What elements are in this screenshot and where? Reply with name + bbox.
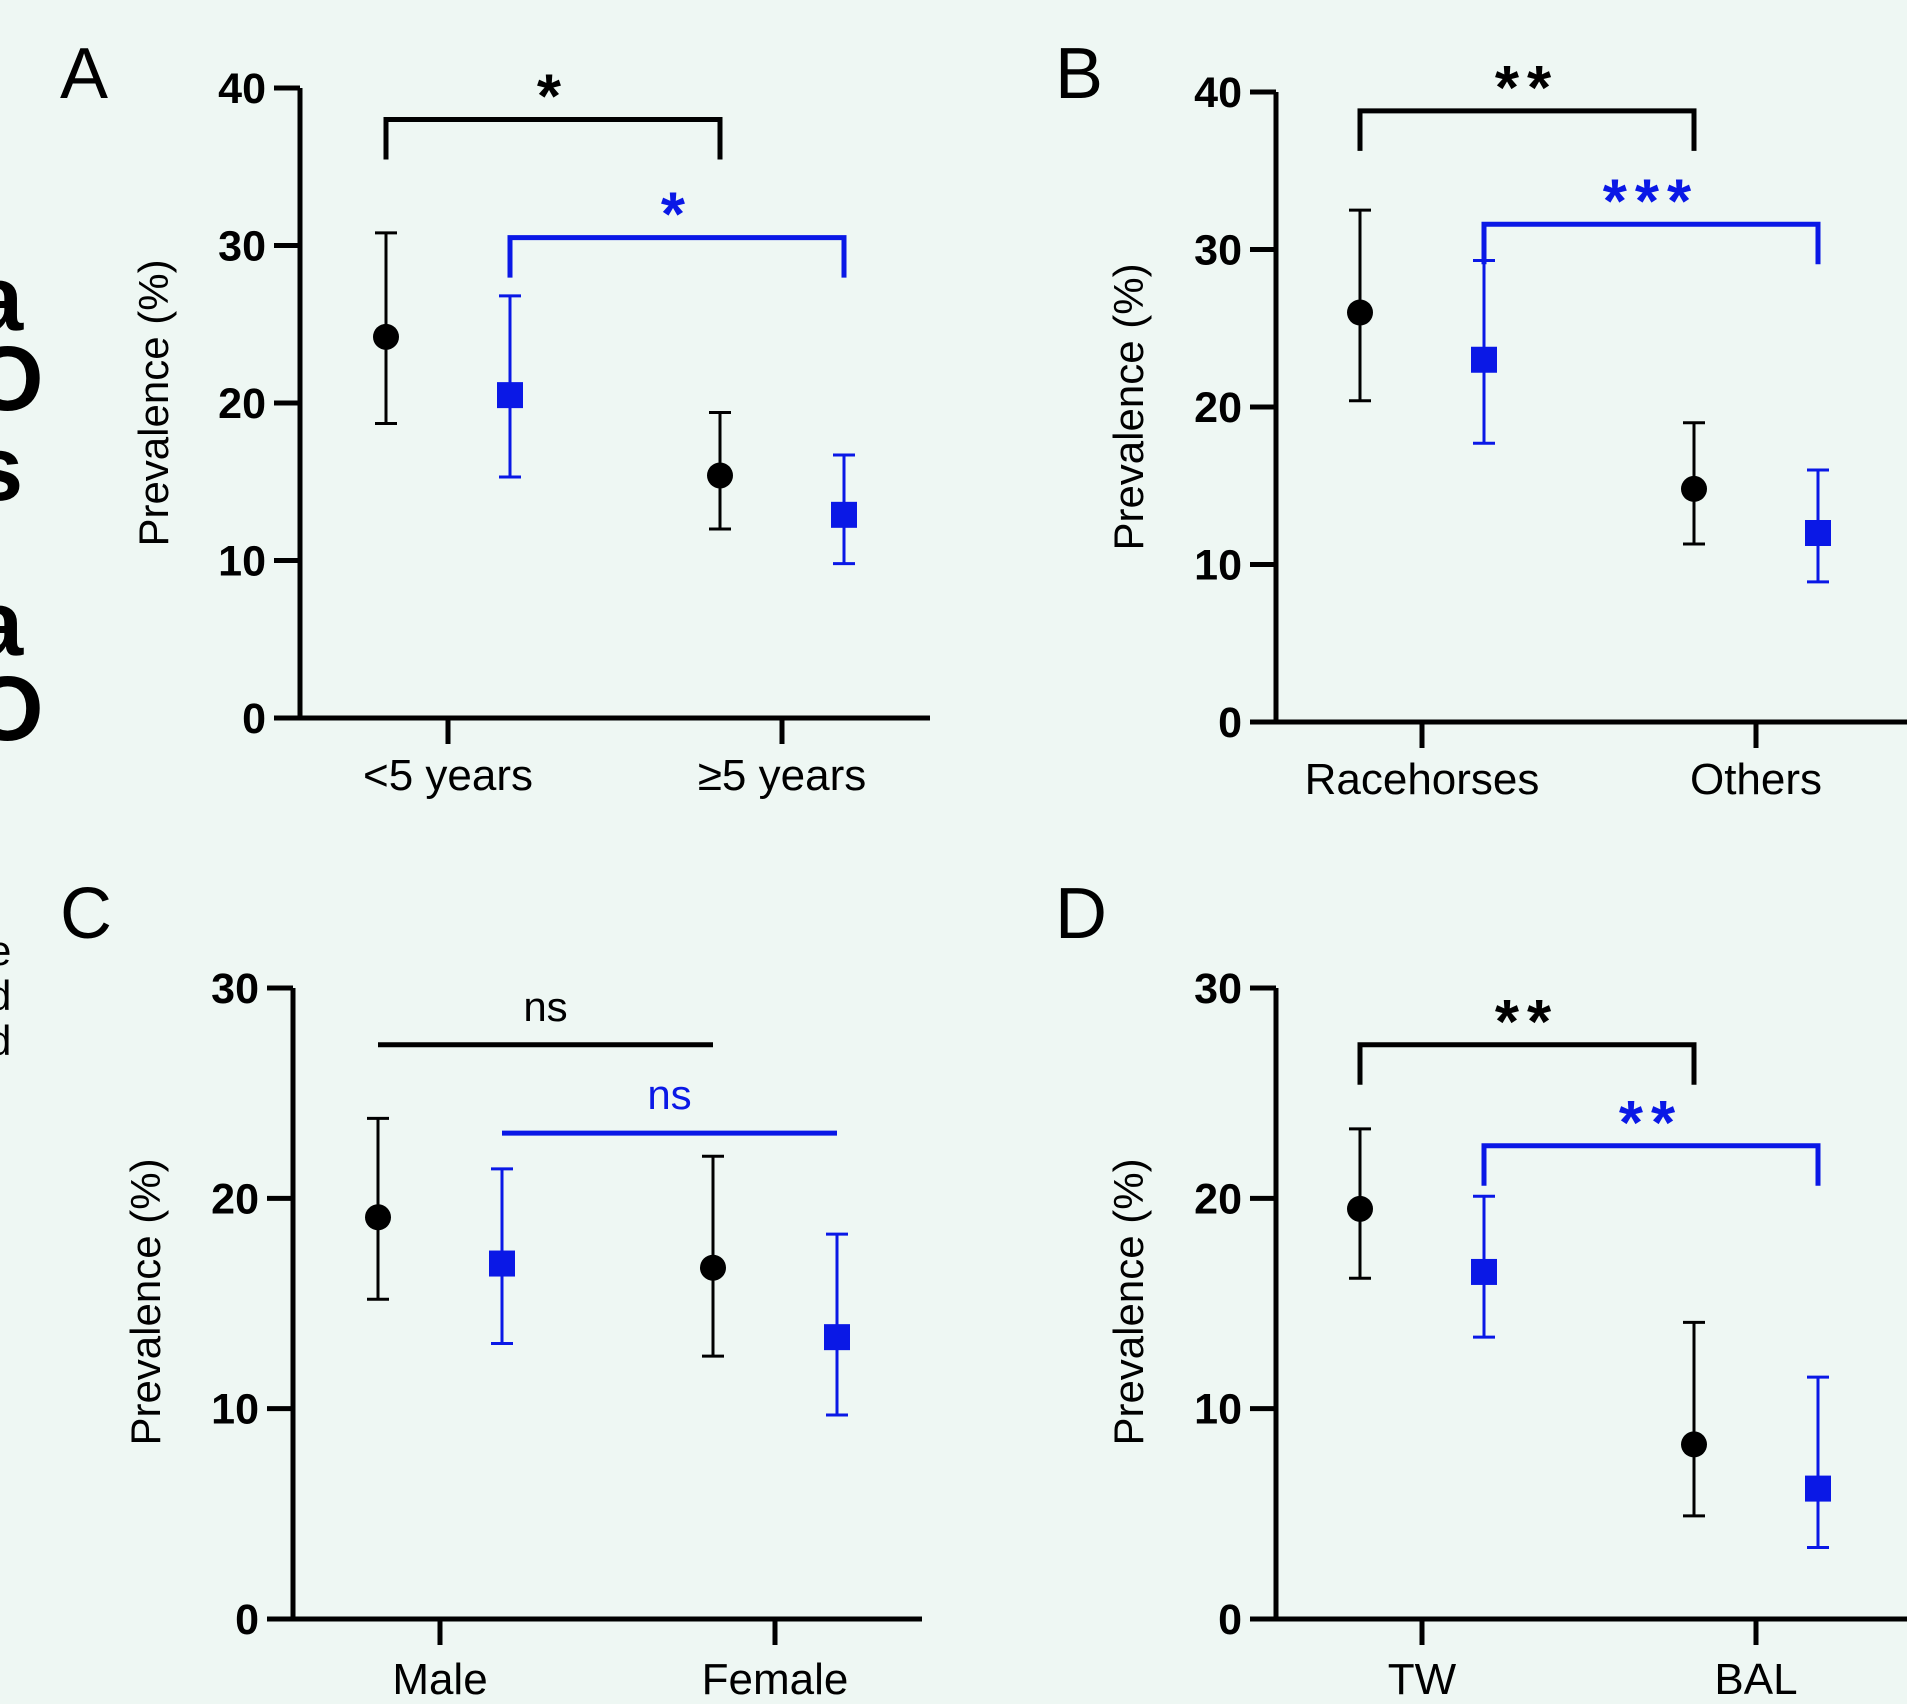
- y-tick-label: 0: [1218, 1596, 1242, 1644]
- data-point-circle: [373, 323, 399, 350]
- data-point-circle: [707, 462, 733, 489]
- panel-label: C: [60, 874, 112, 954]
- x-tick-label: Male: [392, 1655, 487, 1704]
- data-point-square: [1471, 1258, 1497, 1285]
- y-tick-label: 0: [235, 1596, 259, 1644]
- significance-bracket: [1357, 1042, 1697, 1085]
- y-tick-label: 10: [218, 538, 266, 586]
- data-point-circle: [1681, 475, 1707, 502]
- y-tick-label: 0: [1218, 699, 1242, 747]
- y-tick-label: 20: [218, 380, 266, 428]
- significance-label: ***: [1603, 167, 1699, 236]
- edge-glyph-large: O: [0, 658, 44, 760]
- significance-bracket: [383, 117, 723, 160]
- y-axis-label: Prevalence (%): [122, 1158, 169, 1445]
- y-tick-label: 20: [1194, 1175, 1242, 1223]
- x-tick-label: TW: [1388, 1655, 1457, 1704]
- data-point-square: [1805, 1475, 1831, 1502]
- y-tick-label: 40: [218, 65, 266, 113]
- y-axis-label: Prevalence (%): [1105, 263, 1152, 550]
- data-point-square: [1471, 346, 1497, 373]
- significance-bracket: [1357, 108, 1697, 151]
- significance-label: **: [1495, 54, 1559, 123]
- edge-glyph-small: e: [0, 927, 11, 974]
- y-tick-label: 10: [211, 1386, 259, 1434]
- data-point-square: [824, 1324, 850, 1351]
- panel-b: B 0 10 20 30 40 Prevalence (%) Racehorses Others…: [1055, 34, 1907, 804]
- significance-label: ns: [647, 1071, 691, 1118]
- data-point-circle: [1681, 1431, 1707, 1458]
- edge-glyph-large: a: [0, 248, 24, 350]
- data-point-circle: [1347, 1195, 1373, 1222]
- panel-a: A 0 10 20 30 40 Prevalence (%) <5 years ≥5 years…: [60, 34, 930, 800]
- data-point-square: [497, 382, 523, 409]
- edge-fragment-glyphs: aOsiaOeddi:: [0, 248, 44, 1064]
- panel-c: C 0 10 20 30 Prevalence (%) Male Female ns ns: [60, 874, 922, 1704]
- edge-glyph-large: s: [0, 418, 23, 520]
- y-tick-label: 0: [242, 695, 266, 743]
- y-tick-label: 20: [211, 1175, 259, 1223]
- y-axis-label: Prevalence (%): [130, 259, 177, 546]
- x-tick-label: Female: [702, 1655, 849, 1704]
- significance-label: *: [661, 181, 693, 250]
- panel-d: D 0 10 20 30 Prevalence (%) TW BAL ** **: [1055, 874, 1907, 1704]
- x-tick-label: ≥5 years: [698, 751, 866, 800]
- significance-label: *: [537, 63, 569, 132]
- edge-glyph-small: d: [0, 972, 11, 1019]
- x-tick-label: Others: [1690, 755, 1822, 804]
- significance-label: ns: [523, 983, 567, 1030]
- panel-label: B: [1055, 34, 1103, 114]
- y-tick-label: 30: [1194, 227, 1242, 275]
- significance-label: **: [1619, 1089, 1683, 1158]
- y-tick-label: 10: [1194, 1386, 1242, 1434]
- edge-glyph-small: d: [0, 1017, 11, 1064]
- significance-bracket: [507, 235, 847, 278]
- y-tick-label: 40: [1194, 69, 1242, 117]
- x-tick-label: Racehorses: [1305, 755, 1540, 804]
- data-point-square: [831, 501, 857, 528]
- panel-label: A: [60, 34, 108, 114]
- y-tick-label: 20: [1194, 384, 1242, 432]
- panel-label: D: [1055, 874, 1107, 954]
- data-point-circle: [1347, 299, 1373, 326]
- significance-bracket: [1481, 1143, 1821, 1186]
- data-point-circle: [700, 1254, 726, 1281]
- data-point-circle: [365, 1204, 391, 1231]
- significance-bracket: [1481, 221, 1821, 265]
- edge-glyph-large: a: [0, 573, 24, 675]
- data-point-square: [1805, 520, 1831, 546]
- x-tick-label: <5 years: [363, 751, 533, 800]
- y-tick-label: 30: [211, 965, 259, 1013]
- y-axis-label: Prevalence (%): [1105, 1158, 1152, 1445]
- edge-glyph-large: O: [0, 328, 44, 430]
- data-point-square: [489, 1250, 515, 1277]
- significance-label: **: [1495, 988, 1559, 1057]
- x-tick-label: BAL: [1714, 1655, 1797, 1704]
- y-tick-label: 10: [1194, 542, 1242, 590]
- y-tick-label: 30: [1194, 965, 1242, 1013]
- y-tick-label: 30: [218, 223, 266, 271]
